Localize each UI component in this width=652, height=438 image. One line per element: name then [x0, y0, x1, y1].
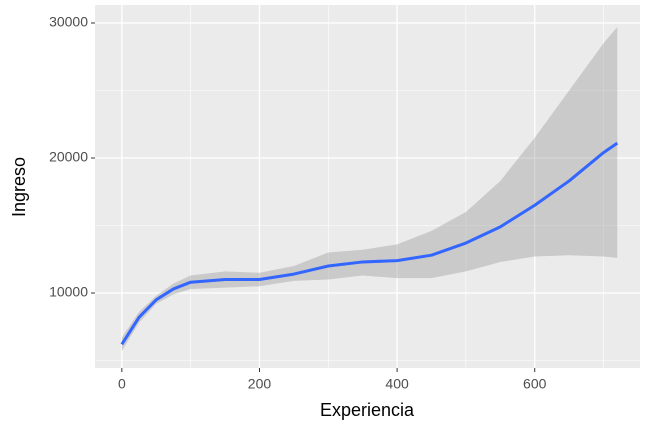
confidence-band: [121, 27, 618, 352]
x-tick-label: 0: [118, 376, 126, 392]
y-tick-label: 20000: [49, 149, 88, 165]
panel: [95, 5, 640, 368]
x-axis-title: Experiencia: [320, 400, 415, 420]
y-axis-title: Ingreso: [9, 157, 29, 217]
x-tick-label: 600: [523, 376, 547, 392]
x-tick-label: 200: [248, 376, 272, 392]
y-tick-label: 10000: [49, 284, 88, 300]
y-tick-label: 30000: [49, 14, 88, 30]
smooth-line: [120, 141, 619, 346]
x-tick-label: 400: [385, 376, 409, 392]
